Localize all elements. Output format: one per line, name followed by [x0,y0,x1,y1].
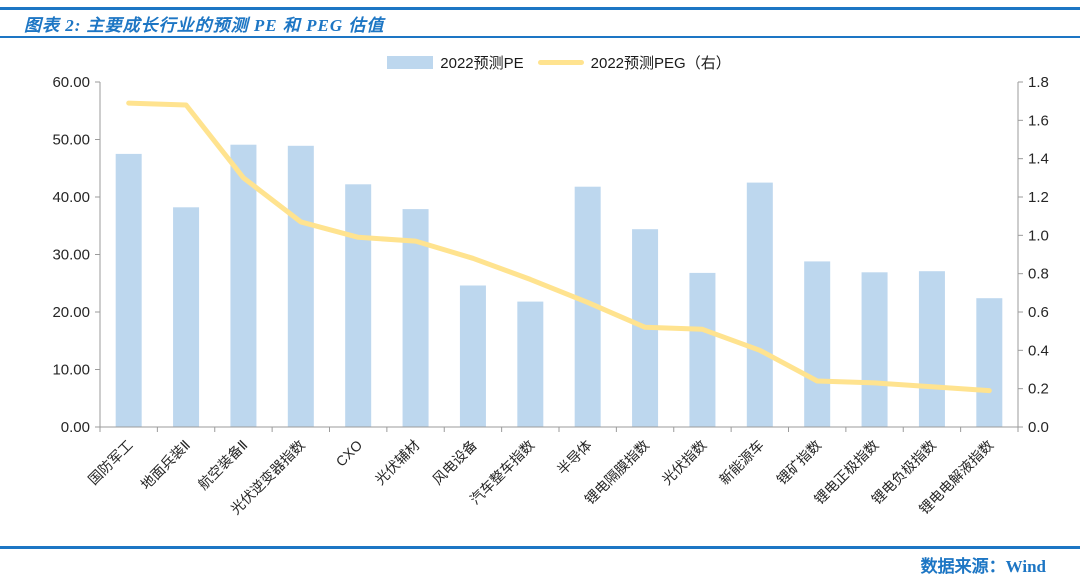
bottom-divider [0,546,1080,549]
x-axis-category-label: 锂矿指数 [773,437,824,488]
peg-line [126,100,992,394]
pe-legend-label: 2022预测PE [440,55,524,72]
x-axis-category-label: 地面兵装Ⅱ [137,437,193,493]
left-axis-tick-label: 20.00 [52,304,90,321]
figure-title: 图表 2: 主要成长行业的预测 PE 和 PEG 估值 [24,16,385,35]
left-axis-tick-label: 50.00 [52,132,90,149]
pe-bar [230,144,257,427]
x-axis-category-label: 半导体 [554,437,595,478]
x-axis-category-label: 光伏指数 [659,437,710,488]
pe-bar [115,153,142,427]
pe-bar-swatch-icon [387,56,434,69]
title-divider [0,36,1080,38]
left-axis-tick-label: 40.00 [52,189,90,206]
data-source-label: 数据来源：Wind [920,557,1046,576]
x-axis-category-label: 风电设备 [429,437,480,488]
chart-legend: 2022预测PE 2022预测PEG（右） [100,52,1018,73]
pe-bar [746,182,773,427]
right-axis-tick-label: 0.6 [1028,304,1049,321]
right-axis-tick-label: 1.0 [1028,227,1049,244]
x-axis-category-label: 航空装备Ⅱ [195,437,251,493]
pe-bar [918,271,945,427]
pe-bar [345,184,372,427]
right-axis-tick-label: 0.8 [1028,266,1049,283]
peg-line-swatch-icon [537,60,584,65]
right-axis-tick-label: 1.6 [1028,112,1049,129]
peg-legend-label: 2022预测PEG（右） [590,55,731,72]
left-axis-tick-label: 30.00 [52,247,90,264]
pe-bar [976,298,1003,427]
left-axis-tick-label: 60.00 [52,74,90,91]
left-axis-tick-label: 0.00 [61,419,90,436]
pe-bar [861,272,888,427]
right-axis-tick-label: 0.0 [1028,419,1049,436]
x-axis-category-label: 国防军工 [85,437,136,488]
pe-bar [287,145,314,428]
right-axis-tick-label: 0.2 [1028,381,1049,398]
pe-bar [173,207,200,427]
pe-bar [459,285,486,427]
right-axis-tick-label: 1.8 [1028,74,1049,91]
x-axis-category-label: CXO [333,437,366,470]
pe-bar [804,261,831,427]
right-axis-tick-label: 0.4 [1028,342,1049,359]
legend-item-peg: 2022预测PEG（右） [537,52,731,73]
right-axis-tick-label: 1.2 [1028,189,1049,206]
x-axis-category-label: 光伏辅材 [372,437,423,488]
pe-bar [689,272,716,427]
right-axis-tick-label: 1.4 [1028,151,1049,168]
top-divider [0,7,1080,10]
left-axis-tick-label: 10.00 [52,362,90,379]
legend-item-pe: 2022预测PE [387,52,524,73]
x-axis-category-label: 新能源车 [716,437,767,488]
pe-bar [517,301,544,427]
